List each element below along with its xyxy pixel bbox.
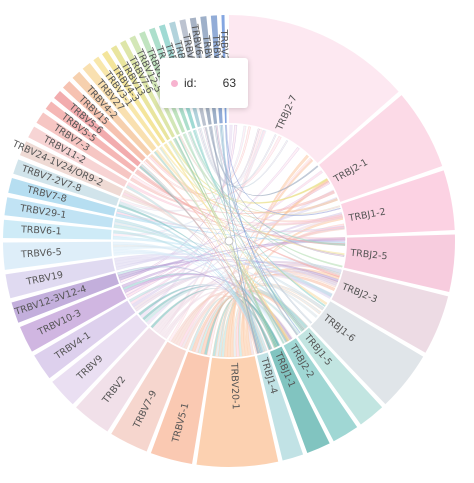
chord-ribbon[interactable] <box>230 158 314 358</box>
chord-ribbon[interactable] <box>169 140 328 204</box>
chord-segment[interactable] <box>129 35 180 136</box>
chord-segment[interactable] <box>72 71 151 156</box>
chord-ribbon[interactable] <box>184 133 303 333</box>
chord-ribbon[interactable] <box>204 126 298 336</box>
chord-segment[interactable] <box>52 314 148 405</box>
chord-segment[interactable] <box>82 62 157 152</box>
chord-segment[interactable] <box>34 300 136 379</box>
chord-segment[interactable] <box>269 346 330 453</box>
chord-ribbon[interactable] <box>129 177 335 214</box>
chord-ribbon[interactable] <box>118 203 280 347</box>
chord-segment[interactable] <box>76 327 166 432</box>
chord-segment[interactable] <box>8 178 116 216</box>
chord-segment[interactable] <box>341 170 455 236</box>
chord-segment[interactable] <box>54 91 141 167</box>
chord-ribbon[interactable] <box>153 150 288 343</box>
chord-segment[interactable] <box>283 338 358 442</box>
chord-ribbon[interactable] <box>177 135 278 348</box>
chord-ribbon[interactable] <box>155 149 328 306</box>
chord-segment[interactable] <box>110 45 171 141</box>
chord-ribbon[interactable] <box>224 124 301 334</box>
chord-segment[interactable] <box>4 197 114 228</box>
chord-arcs <box>3 15 456 467</box>
chord-segment[interactable] <box>310 301 424 405</box>
chord-ribbon[interactable] <box>114 253 338 286</box>
chord-segment[interactable] <box>62 81 146 161</box>
chord-ribbon[interactable] <box>150 153 338 214</box>
tooltip-color-swatch <box>171 80 178 87</box>
chord-segment[interactable] <box>297 327 383 425</box>
chord-segment[interactable] <box>19 285 127 352</box>
chord-ribbon[interactable] <box>215 125 345 257</box>
chord-segment[interactable] <box>111 341 187 452</box>
chord-segment[interactable] <box>93 56 161 147</box>
segment-label: TRBV6-1 <box>20 224 62 237</box>
chord-segment[interactable] <box>257 352 304 461</box>
chord-ribbons <box>112 124 346 358</box>
chord-ribbon[interactable] <box>221 124 262 353</box>
tooltip-value: 63 <box>222 76 236 90</box>
chord-segment[interactable] <box>196 356 279 467</box>
chord-ribbon[interactable] <box>210 126 260 354</box>
chord-ribbon[interactable] <box>113 224 308 330</box>
chord-ribbon[interactable] <box>160 146 345 256</box>
chord-ribbon[interactable] <box>189 131 346 246</box>
chord-segment[interactable] <box>319 95 443 202</box>
chord-segment[interactable] <box>120 40 175 138</box>
chord-ribbon[interactable] <box>174 137 277 348</box>
tooltip: id: 63 <box>160 58 248 108</box>
chord-segment[interactable] <box>45 101 137 172</box>
chord-segment[interactable] <box>343 234 456 292</box>
chord-center <box>224 236 234 246</box>
chord-segment[interactable] <box>5 258 115 299</box>
chord-segment[interactable] <box>101 50 166 144</box>
chord-segment[interactable] <box>13 159 119 206</box>
chord-ribbon[interactable] <box>126 181 331 298</box>
segment-label: TRBV6-5 <box>20 247 62 261</box>
chord-segment[interactable] <box>19 141 124 197</box>
chord-segment[interactable] <box>3 219 112 240</box>
chord-segment[interactable] <box>11 273 119 323</box>
tooltip-key: id: <box>184 76 197 90</box>
chord-segment[interactable] <box>331 269 449 353</box>
chord-ribbon[interactable] <box>118 201 333 297</box>
chord-ribbon[interactable] <box>164 143 290 342</box>
chord-ribbon[interactable] <box>125 184 268 352</box>
chord-ribbon[interactable] <box>225 124 341 216</box>
chord-segment[interactable] <box>150 351 210 464</box>
chord-segment[interactable] <box>28 126 128 187</box>
segment-label: TRBJ2-5 <box>349 248 388 263</box>
segment-label: TRBV20-1 <box>228 362 241 410</box>
chord-segment[interactable] <box>229 15 399 164</box>
chord-segment[interactable] <box>3 241 112 270</box>
chord-segment[interactable] <box>36 112 132 180</box>
